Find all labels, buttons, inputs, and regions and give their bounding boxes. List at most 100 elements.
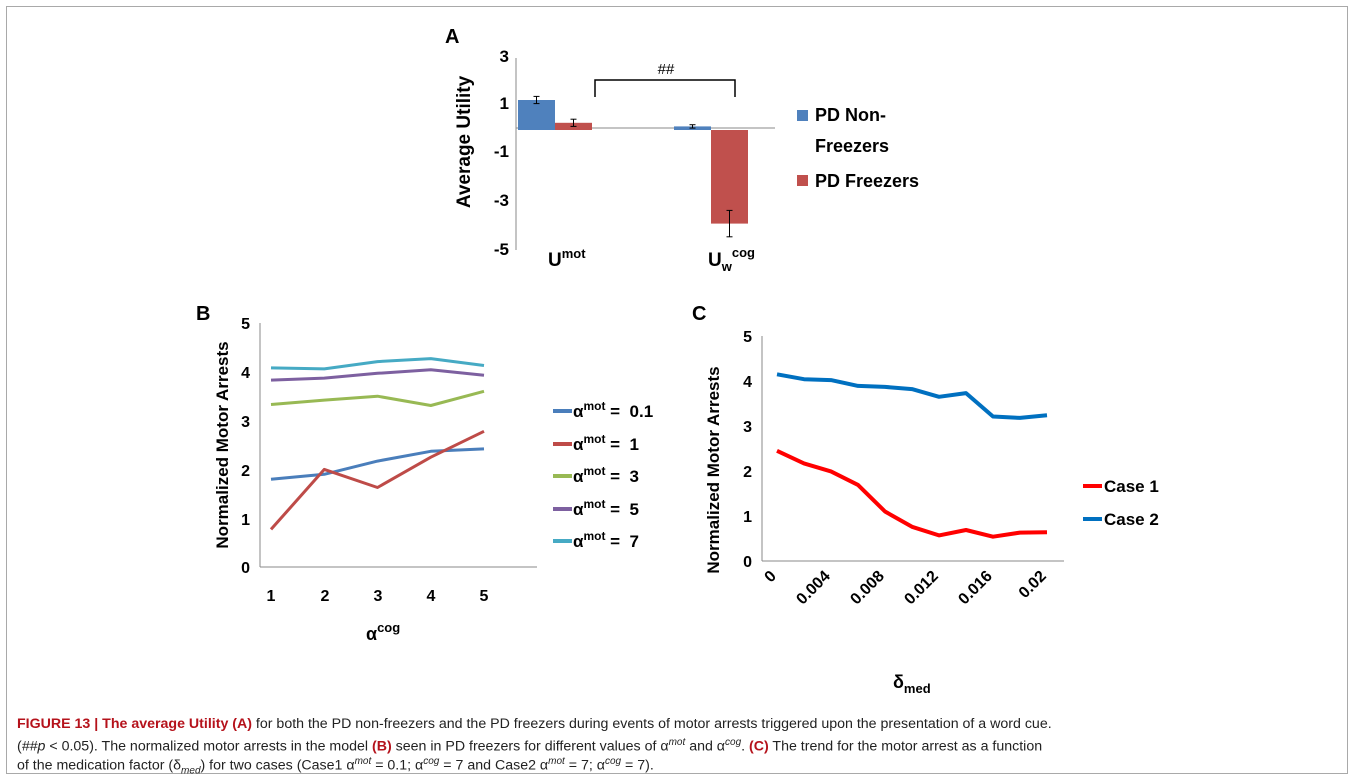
panel-c-lines	[776, 372, 1048, 539]
caption-text: < 0.05). The normalized motor arrests in…	[45, 738, 373, 755]
caption-text: The trend for the motor arrest as a func…	[768, 738, 1043, 755]
panel-b-ylabel: Normalized Motor Arrests	[213, 341, 232, 548]
caption-text: .	[741, 738, 750, 755]
legend-label: αmot = 7	[573, 529, 639, 551]
x-tick-label: 3	[374, 588, 383, 605]
caption-line-3: of the medication factor (δmed) for two …	[17, 753, 654, 781]
legend-label: αmot = 1	[573, 432, 639, 454]
panel-a-y-ticks: 3 1 -1 -3 -5	[494, 47, 509, 259]
caption-ref-c: (C)	[749, 738, 769, 755]
x-tick-label: 0.008	[847, 568, 887, 608]
caption-text: of the medication factor (δ	[17, 757, 182, 774]
y-tick-label: 3	[743, 419, 752, 436]
x-tick-label: 0.02	[1016, 568, 1050, 602]
y-tick-label: 3	[241, 414, 250, 431]
panel-c-y-ticks: 0 1 2 3 4 5	[743, 329, 752, 571]
x-tick-label: 2	[321, 588, 330, 605]
legend-label: αmot = 3	[573, 464, 639, 486]
panel-c-legend: Case 1 Case 2	[1083, 477, 1159, 529]
panel-c-x-ticks: 0 0.004 0.008 0.012 0.016 0.02	[762, 568, 1050, 608]
legend-label: αmot = 0.1	[573, 399, 653, 421]
bar	[518, 100, 555, 130]
bar	[711, 130, 748, 224]
panel-b-x-ticks: 1 2 3 4 5	[267, 588, 489, 605]
significance-label: ##	[658, 61, 675, 78]
caption-text: for both the PD non-freezers and the PD …	[251, 716, 1052, 732]
legend-swatch-freezers	[797, 175, 808, 186]
series-line	[270, 389, 485, 407]
caption-text: cog	[725, 737, 742, 748]
panel-a-letter: A	[445, 26, 459, 48]
panel-c: C Normalized Motor Arrests 0 1 2 3 4 5 0…	[692, 303, 1159, 696]
caption-line-1: FIGURE 13 | The average Utility (A) for …	[17, 715, 1052, 733]
series-line	[270, 368, 485, 382]
x-tick-label: 0	[762, 568, 780, 586]
series-line	[270, 447, 485, 481]
caption-text: mot	[668, 737, 686, 748]
caption-text: p	[37, 738, 46, 755]
series-line	[270, 357, 485, 371]
x-tick-label: 5	[480, 588, 489, 605]
panel-a-bars	[518, 95, 748, 238]
series-line	[269, 429, 485, 531]
significance-bracket	[594, 79, 736, 97]
legend-label-non-freezers-2: Freezers	[815, 136, 889, 156]
caption-text: cog	[604, 756, 622, 767]
caption-text: med	[181, 765, 201, 777]
y-tick-label: -1	[494, 142, 509, 161]
x-tick-label: 4	[427, 588, 436, 605]
panel-b: B Normalized Motor Arrests 0 1 2 3 4 5 1…	[196, 303, 653, 644]
panel-a: A Average Utility 3 1 -1 -3 -5 ## Umot U…	[445, 26, 919, 274]
x-label-u-cog: Uwcog	[708, 245, 755, 274]
caption-text: (	[17, 738, 22, 755]
y-tick-label: 5	[241, 316, 250, 333]
legend-label-case-1: Case 1	[1104, 477, 1159, 496]
x-tick-label: 0.012	[901, 568, 941, 608]
panel-c-letter: C	[692, 303, 706, 325]
panel-b-lines	[269, 357, 485, 531]
caption-text: seen in PD freezers for different values…	[391, 738, 669, 755]
panel-a-legend: PD Non- Freezers PD Freezers	[797, 105, 919, 191]
y-tick-label: 1	[743, 509, 752, 526]
y-tick-label: 4	[743, 374, 752, 391]
caption-text: ) for two cases (Case1 α	[200, 757, 355, 774]
series-line	[776, 448, 1048, 539]
caption-ref-a: (A)	[232, 716, 252, 732]
y-tick-label: 1	[500, 94, 509, 113]
y-tick-label: -5	[494, 240, 509, 259]
caption-text: mot	[548, 756, 565, 767]
caption-text: = 7).	[621, 757, 654, 774]
y-tick-label: 0	[241, 560, 250, 577]
legend-label: αmot = 5	[573, 497, 639, 519]
legend-label-non-freezers: PD Non-	[815, 105, 886, 125]
x-tick-label: 0.016	[955, 568, 995, 608]
y-tick-label: 5	[743, 329, 752, 346]
caption-text: = 0.1; α	[371, 757, 424, 774]
panel-c-xlabel: δmed	[893, 672, 931, 696]
caption-text: = 7; α	[564, 757, 605, 774]
legend-label-freezers: PD Freezers	[815, 171, 919, 191]
legend-swatch-non-freezers	[797, 110, 808, 121]
x-label-u-mot: Umot	[548, 246, 586, 271]
panel-a-ylabel: Average Utility	[454, 75, 475, 208]
caption-line-2: (##p < 0.05). The normalized motor arres…	[17, 734, 1042, 756]
caption-figure-label: FIGURE 13 | The average Utility	[17, 716, 233, 732]
x-tick-label: 0.004	[793, 568, 833, 608]
caption-text: = 7 and Case2 α	[439, 757, 549, 774]
y-tick-label: 1	[241, 512, 250, 529]
legend-label-case-2: Case 2	[1104, 510, 1159, 529]
caption-text: mot	[354, 756, 372, 767]
caption-text: cog	[423, 756, 440, 767]
panel-b-letter: B	[196, 303, 210, 325]
y-tick-label: 4	[241, 365, 250, 382]
panel-b-y-ticks: 0 1 2 3 4 5	[241, 316, 250, 577]
y-tick-label: 0	[743, 554, 752, 571]
y-tick-label: -3	[494, 191, 509, 210]
caption-text: ##	[21, 738, 38, 755]
panel-b-xlabel: αcog	[366, 620, 400, 644]
y-tick-label: 2	[241, 463, 250, 480]
series-line	[776, 372, 1048, 420]
x-tick-label: 1	[267, 588, 276, 605]
panel-b-legend: αmot = 0.1 αmot = 1 αmot = 3 αmot = 5 αm…	[553, 399, 653, 551]
